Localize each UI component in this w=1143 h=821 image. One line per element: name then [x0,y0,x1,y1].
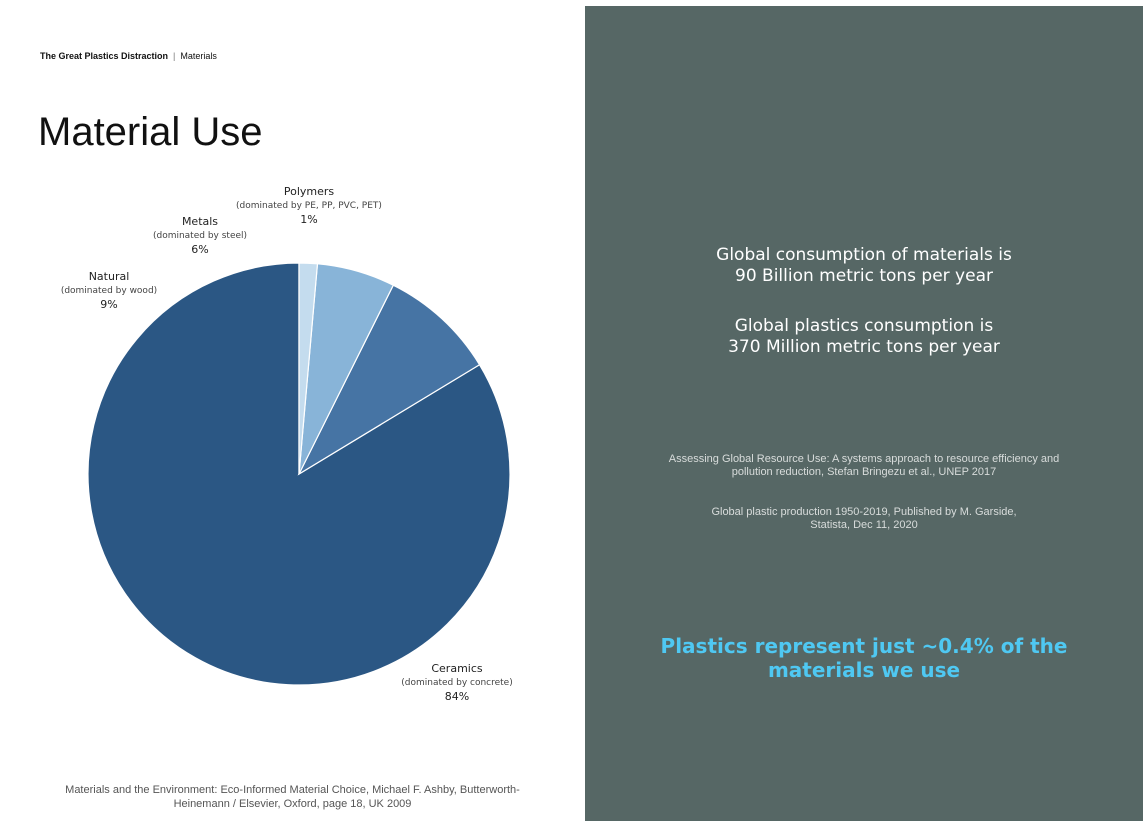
chart-source: Materials and the Environment: Eco-Infor… [0,783,585,811]
slice-percent-natural: 9% [100,298,117,311]
reference-unep: Assessing Global Resource Use: A systems… [585,453,1143,479]
chart-source-line-2: Heinemann / Elsevier, Oxford, page 18, U… [173,798,412,810]
reference-unep-line-1: Assessing Global Resource Use: A systems… [668,453,1060,465]
slice-name-polymers: Polymers [284,185,335,198]
slice-percent-polymers: 1% [300,213,317,226]
breadcrumb: The Great Plastics Distraction | Materials [40,51,217,61]
reference-unep-line-2: pollution reduction, Stefan Bringezu et … [731,466,997,478]
reference-statista: Global plastic production 1950-2019, Pub… [585,506,1143,532]
materials-stat-line-1: Global consumption of materials is [716,245,1012,265]
materials-stat-line-2: 90 Billion metric tons per year [735,266,993,286]
slice-note-natural: (dominated by wood) [61,286,157,296]
plastics-stat-line-2: 370 Million metric tons per year [728,337,1000,357]
key-takeaway-line-1: Plastics represent just ~0.4% of the [660,634,1068,658]
slice-label-natural: Natural (dominated by wood) 9% [61,270,157,311]
reference-statista-line-1: Global plastic production 1950-2019, Pub… [711,506,1017,518]
slice-label-metals: Metals (dominated by steel) 6% [153,215,247,256]
breadcrumb-separator: | [173,51,176,61]
chart-source-line-1: Materials and the Environment: Eco-Infor… [65,784,520,796]
breadcrumb-subsection: Materials [180,51,217,61]
pie-slice-polymers [298,262,319,475]
page-title: Material Use [38,110,263,154]
slice-name-ceramics: Ceramics [431,662,483,675]
reference-statista-line-2: Statista, Dec 11, 2020 [810,519,918,531]
slice-note-ceramics: (dominated by concrete) [401,678,512,688]
materials-stat: Global consumption of materials is 90 Bi… [585,245,1143,287]
slice-name-metals: Metals [182,215,218,228]
key-takeaway: Plastics represent just ~0.4% of the mat… [585,634,1143,682]
slice-label-polymers: Polymers (dominated by PE, PP, PVC, PET) 1… [236,185,382,226]
breadcrumb-section: The Great Plastics Distraction [40,51,169,61]
info-panel: Global consumption of materials is 90 Bi… [585,6,1143,821]
slice-note-polymers: (dominated by PE, PP, PVC, PET) [236,201,382,211]
pie-slice-natural [297,284,481,476]
plastics-stat: Global plastics consumption is 370 Milli… [585,316,1143,358]
slice-label-ceramics: Ceramics (dominated by concrete) 84% [401,662,512,703]
key-takeaway-line-2: materials we use [767,658,961,682]
slice-note-metals: (dominated by steel) [153,231,247,241]
slice-name-natural: Natural [89,270,130,283]
slice-percent-ceramics: 84% [445,690,469,703]
plastics-stat-line-1: Global plastics consumption is [734,316,994,336]
chart-panel: The Great Plastics Distraction | Materials… [0,51,585,811]
pie-chart: Ceramics (dominated by concrete) 84% Natura… [61,185,513,703]
slice-percent-metals: 6% [191,243,208,256]
